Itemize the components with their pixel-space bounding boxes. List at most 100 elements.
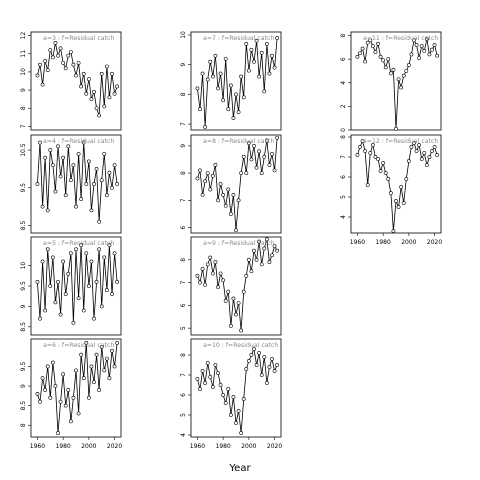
data-point (270, 152, 274, 156)
data-point (110, 348, 114, 353)
series-line (37, 42, 118, 116)
data-point (254, 39, 259, 43)
data-point (92, 89, 96, 94)
data-point (63, 193, 68, 198)
data-point (221, 98, 226, 103)
data-point (198, 387, 202, 391)
data-point (358, 51, 362, 56)
data-point (208, 375, 213, 379)
data-point (388, 191, 393, 195)
data-point (272, 65, 277, 70)
data-point (378, 54, 383, 59)
panel-frame (190, 134, 282, 234)
y-tick-label: 7 (180, 198, 187, 202)
data-point (236, 110, 241, 115)
y-tick-label: 8 (340, 135, 347, 139)
series-line (37, 342, 118, 434)
data-point (53, 40, 58, 45)
data-point (257, 239, 262, 244)
data-point (84, 91, 89, 96)
data-point (249, 353, 254, 357)
data-point (241, 154, 246, 159)
data-point (35, 73, 40, 78)
data-point (110, 71, 114, 76)
data-point (81, 140, 86, 145)
data-point (38, 140, 42, 145)
data-point (79, 352, 84, 357)
data-point (50, 360, 55, 365)
data-point (210, 74, 215, 79)
panel-label: a=5 : f=Residual catch (43, 240, 114, 247)
y-tick-label: 8 (180, 353, 187, 357)
data-point (244, 273, 249, 278)
panel-label: a=3 : f=Residual catch (43, 35, 114, 42)
data-point (102, 104, 107, 109)
data-point (218, 182, 223, 186)
data-point (275, 36, 280, 40)
data-point (112, 364, 117, 369)
data-point (254, 363, 259, 367)
data-point (391, 67, 396, 72)
data-point (35, 391, 40, 396)
data-point (66, 53, 71, 58)
data-point (94, 352, 99, 357)
data-point (92, 316, 96, 321)
y-tick-label: 9 (180, 144, 187, 148)
data-point (430, 47, 434, 52)
data-point (270, 53, 274, 58)
y-tick-label: 7 (180, 122, 187, 126)
data-point (275, 248, 280, 253)
data-point (76, 411, 81, 416)
data-point (97, 388, 102, 392)
data-point (97, 113, 102, 118)
data-point (56, 144, 60, 149)
data-point (257, 149, 262, 154)
y-tick-label: 9.5 (20, 281, 27, 291)
data-point (365, 183, 370, 187)
data-point (267, 365, 272, 369)
data-point (84, 341, 89, 345)
y-tick-label: 10 (20, 262, 27, 270)
data-point (417, 56, 422, 60)
data-point (38, 316, 42, 321)
data-point (424, 37, 429, 41)
data-point (376, 157, 380, 161)
data-point (53, 189, 58, 194)
data-point (381, 161, 386, 165)
data-point (112, 251, 117, 256)
data-point (40, 204, 45, 209)
panel-frame (190, 236, 282, 336)
y-tick-label: 7 (180, 373, 187, 377)
data-point (252, 248, 256, 253)
data-point (381, 58, 386, 63)
panel-5: 6 7 8 9 a=8 : f=Residual catch (180, 134, 282, 234)
data-point (244, 41, 249, 46)
data-point (195, 176, 200, 181)
x-tick-label: 1980 (216, 443, 231, 450)
panel-label: a=8 : f=Residual catch (203, 138, 274, 145)
data-point (412, 38, 416, 43)
data-point (205, 171, 210, 176)
data-point (63, 292, 68, 297)
data-point (259, 171, 264, 176)
data-point (223, 203, 228, 208)
y-tick-label: 7 (20, 124, 27, 128)
y-tick-label: 0 (340, 128, 347, 132)
data-point (267, 71, 272, 76)
data-point (40, 82, 45, 87)
x-axis-label: Year (228, 463, 251, 474)
data-point (50, 163, 55, 168)
data-point (76, 151, 81, 156)
data-point (394, 199, 398, 203)
data-point (203, 381, 208, 385)
panel-label: a=4 : f=Residual catch (43, 138, 114, 145)
data-point (239, 431, 244, 435)
series-line (37, 245, 118, 323)
data-point (97, 247, 102, 252)
data-point (241, 397, 246, 401)
data-point (89, 364, 94, 369)
y-tick-label: 9 (20, 384, 27, 388)
data-point (115, 84, 120, 89)
data-point (370, 143, 375, 147)
series-line (197, 137, 278, 231)
